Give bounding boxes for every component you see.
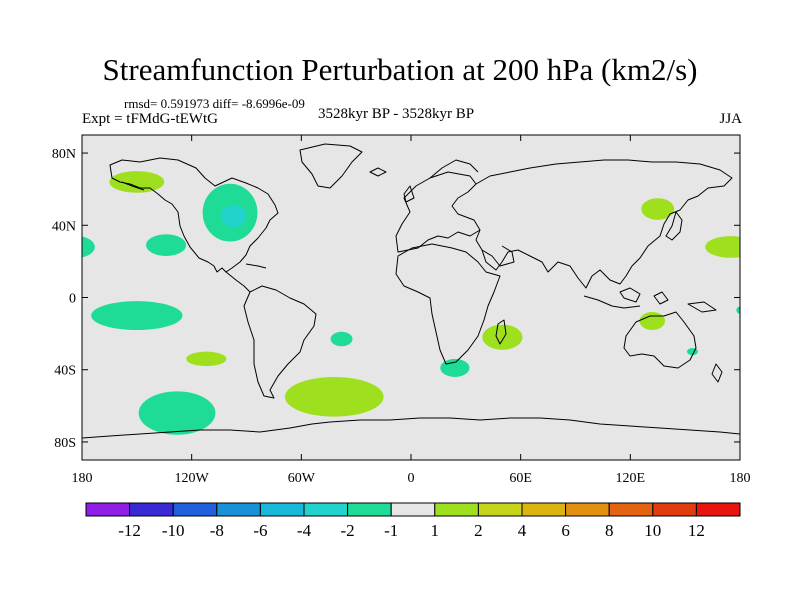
colorbar-label: -6 xyxy=(253,521,267,540)
colorbar-swatch xyxy=(695,502,741,517)
coastline-europe xyxy=(395,171,481,253)
colorbar-swatch xyxy=(390,502,436,517)
colorbar-swatch xyxy=(85,502,131,517)
colorbar-swatch xyxy=(565,502,610,517)
coastline-scandinavia xyxy=(429,159,479,179)
x-tick-label: 180 xyxy=(730,471,751,486)
x-tick-label: 120W xyxy=(175,471,210,486)
season-label: JJA xyxy=(719,111,742,127)
coastline-new-zealand xyxy=(711,363,723,383)
coastline-north-america xyxy=(109,157,279,273)
x-tick-label: 60W xyxy=(288,471,316,486)
colorbar-label: -12 xyxy=(118,521,141,540)
chart-title: Streamfunction Perturbation at 200 hPa (… xyxy=(102,52,698,87)
anomaly-region xyxy=(220,205,247,228)
coastline-iceland xyxy=(369,167,387,177)
colorbar-label: -4 xyxy=(297,521,312,540)
colorbar-label: 1 xyxy=(431,521,440,540)
colorbar-swatch xyxy=(129,502,174,517)
x-tick-label: 120E xyxy=(616,471,646,486)
coastline-greenland xyxy=(299,143,363,189)
coastline-asia xyxy=(475,159,733,289)
colorbar-swatch xyxy=(347,502,392,517)
coastline-indonesia xyxy=(583,287,717,313)
anomaly-region xyxy=(138,391,216,435)
anomaly-region xyxy=(145,234,187,256)
anomaly-region xyxy=(736,306,740,314)
y-tick-label: 80N xyxy=(52,147,76,162)
colorbar-label: 10 xyxy=(644,521,661,540)
colorbar-swatch xyxy=(608,502,654,517)
anomaly-region xyxy=(482,324,523,350)
anomaly-region xyxy=(186,351,227,367)
coastline-central-america xyxy=(225,271,251,293)
colorbar-swatch xyxy=(652,502,697,517)
anomaly-region xyxy=(641,198,675,220)
anomaly-region xyxy=(639,311,666,330)
colorbar-swatch xyxy=(477,502,523,517)
coastline-japan xyxy=(665,211,683,241)
anomaly-region xyxy=(91,301,183,330)
anomaly-region xyxy=(705,236,740,258)
coastline-australia xyxy=(623,311,697,369)
anomaly-region xyxy=(109,171,165,193)
anomaly-region xyxy=(330,331,353,347)
colorbar-swatch xyxy=(216,502,261,517)
x-tick-label: 180 xyxy=(72,471,93,486)
colorbar-label: 6 xyxy=(561,521,570,540)
y-tick-label: 40N xyxy=(52,219,76,234)
coastline-aleutians xyxy=(121,181,145,191)
period-label: 3528kyr BP - 3528kyr BP xyxy=(318,106,475,122)
colorbar-label: 4 xyxy=(518,521,527,540)
colorbar-label: -8 xyxy=(210,521,224,540)
colorbar-label: -10 xyxy=(162,521,185,540)
colorbar-label: 12 xyxy=(688,521,705,540)
anomaly-region xyxy=(82,236,95,258)
stats-line: rmsd= 0.591973 diff= -8.6996e-09 xyxy=(124,96,305,111)
x-tick-label: 60E xyxy=(509,471,532,486)
coastline-antarctica xyxy=(82,417,740,439)
x-tick-label: 0 xyxy=(408,471,415,486)
y-tick-label: 80S xyxy=(54,436,76,451)
coastline-madagascar xyxy=(495,319,507,345)
coastline-arabia xyxy=(481,245,515,267)
coastline-britain xyxy=(403,185,415,203)
colorbar-label: 8 xyxy=(605,521,614,540)
coastline-africa xyxy=(395,243,501,365)
y-tick-label: 40S xyxy=(54,364,76,379)
colorbar-swatch xyxy=(303,502,349,517)
colorbar-swatch xyxy=(259,502,305,517)
colorbar-label: -2 xyxy=(341,521,355,540)
experiment-label: Expt = tFMdG-tEWtG xyxy=(82,111,218,127)
colorbar-swatch xyxy=(172,502,218,517)
anomaly-region xyxy=(284,376,384,417)
coastline-south-america xyxy=(243,285,317,399)
colorbar-label: -1 xyxy=(384,521,398,540)
colorbar-swatch xyxy=(434,502,479,517)
colorbar-swatch xyxy=(521,502,567,517)
colorbar-label: 2 xyxy=(474,521,483,540)
y-tick-label: 0 xyxy=(69,292,76,307)
coastline-caribbean xyxy=(245,263,267,269)
